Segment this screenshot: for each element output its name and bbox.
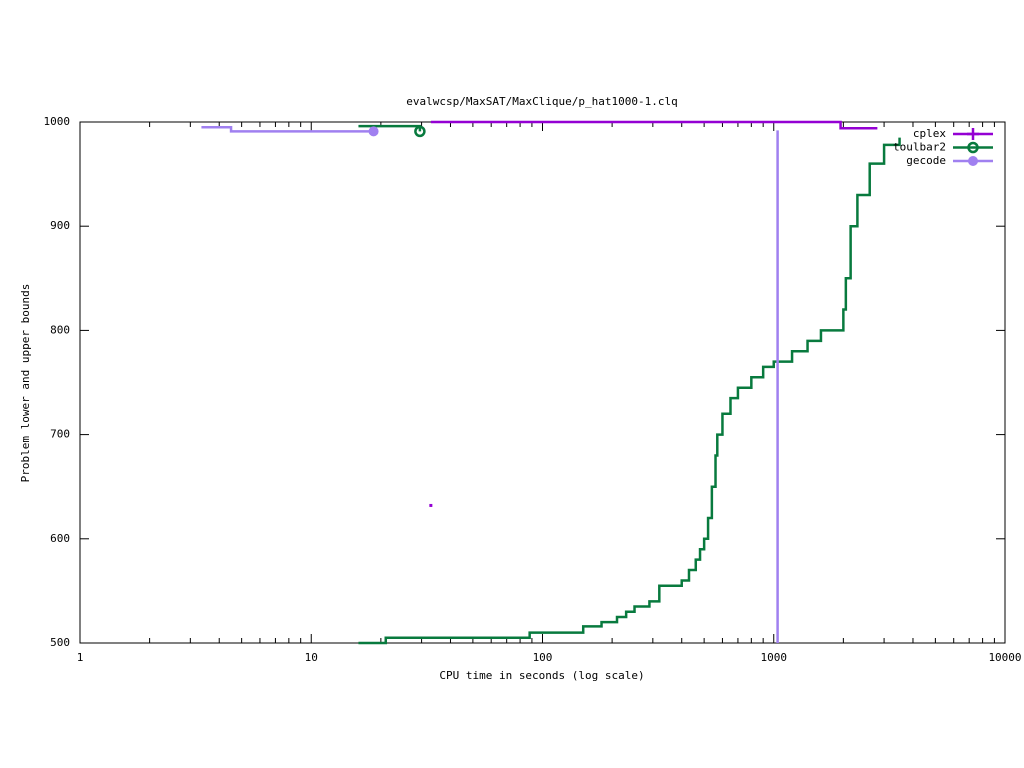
series-line: [201, 125, 374, 133]
legend-marker: [968, 156, 978, 166]
y-tick-label: 800: [50, 323, 70, 336]
legend-marker: [967, 128, 979, 140]
y-axis-label: Problem lower and upper bounds: [19, 284, 32, 483]
y-tick-label: 600: [50, 532, 70, 545]
data-point: [429, 503, 433, 507]
x-tick-label: 10000: [988, 651, 1021, 664]
series-line: [358, 137, 901, 645]
legend-label: cplex: [913, 127, 946, 140]
series-marker: [368, 126, 379, 137]
x-tick-label: 100: [533, 651, 553, 664]
y-tick-label: 500: [50, 636, 70, 649]
plot-border: [79, 121, 1006, 644]
y-tick-label: 1000: [44, 115, 71, 128]
y-tick-label: 900: [50, 219, 70, 232]
legend-label: toulbar2: [893, 141, 946, 154]
chart-title: evalwcsp/MaxSAT/MaxClique/p_hat1000-1.cl…: [406, 95, 678, 108]
x-tick-label: 1000: [761, 651, 788, 664]
y-tick-label: 700: [50, 428, 70, 441]
series-line: [358, 124, 422, 132]
x-axis-label: CPU time in seconds (log scale): [439, 669, 644, 682]
x-tick-label: 10: [305, 651, 318, 664]
legend-label: gecode: [906, 154, 946, 167]
series-line: [430, 120, 878, 130]
legend-marker: [967, 141, 979, 154]
series-marker: [414, 125, 426, 138]
x-tick-label: 1: [77, 651, 84, 664]
